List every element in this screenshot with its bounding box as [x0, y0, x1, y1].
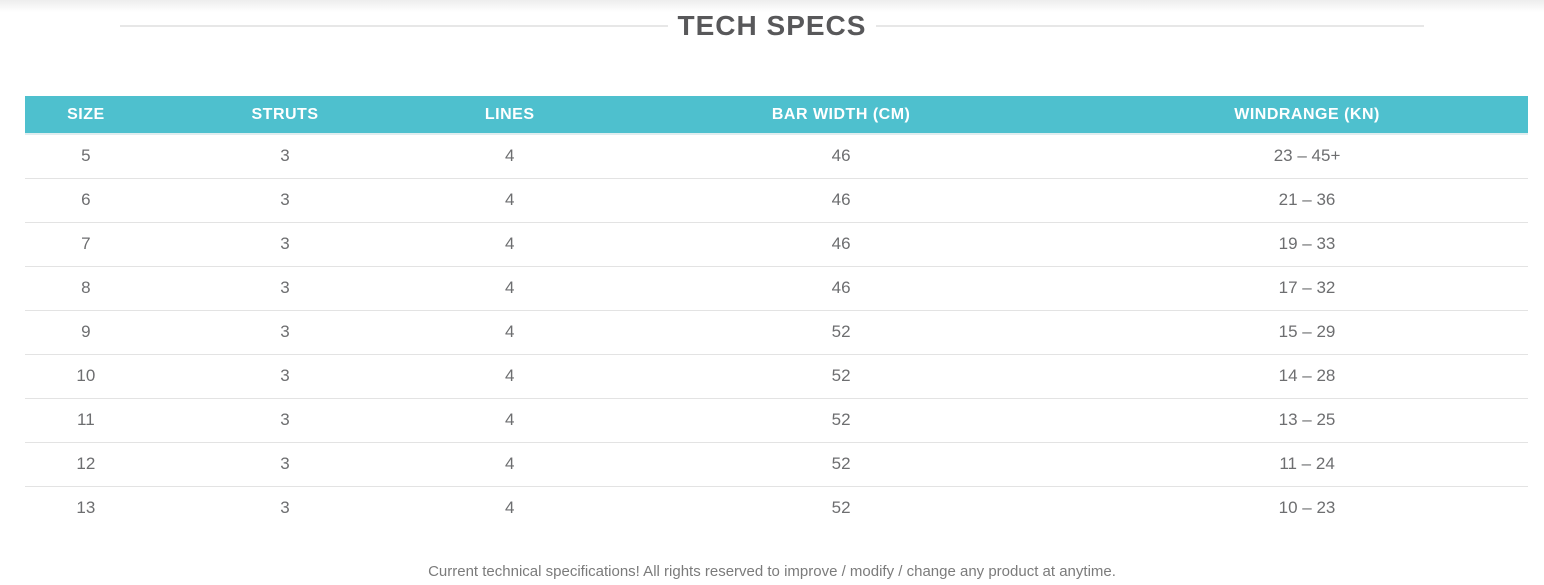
- table-row: 12 3 4 52 11 – 24: [25, 441, 1528, 486]
- table-cell: 9: [25, 309, 147, 354]
- table-row: 11 3 4 52 13 – 25: [25, 397, 1528, 442]
- table-row: 7 3 4 46 19 – 33: [25, 221, 1528, 266]
- table-cell: 46: [596, 221, 1087, 266]
- table-cell: 4: [423, 397, 597, 442]
- table-cell: 10 – 23: [1086, 485, 1528, 530]
- table-cell: 46: [831, 146, 851, 166]
- footer-disclaimer: Current technical specifications! All ri…: [428, 563, 1116, 580]
- column-header: LINES: [423, 96, 597, 135]
- table-cell: 52: [596, 441, 1087, 486]
- table-cell: 4: [423, 221, 597, 266]
- table-row: 13 3 4 52 10 – 23: [25, 485, 1528, 530]
- table-row: 6 3 4 46 21 – 36: [25, 177, 1528, 222]
- table-cell: 3: [146, 177, 424, 222]
- table-cell: 46: [596, 177, 1087, 222]
- table-cell: 23 – 45+: [1273, 146, 1341, 166]
- spec-table-header-row: SIZE STRUTS LINES BAR WIDTH (CM) WINDRANGE (…: [25, 96, 1528, 135]
- table-cell: 4: [423, 177, 597, 222]
- table-cell: 11 – 24: [1086, 441, 1528, 486]
- table-cell: 4: [423, 309, 597, 354]
- table-cell: 3: [146, 265, 424, 310]
- table-cell: 52: [596, 309, 1087, 354]
- table-cell: 13 – 25: [1086, 397, 1528, 442]
- column-header: BAR WIDTH (CM): [596, 96, 1087, 135]
- table-cell: 3: [280, 146, 290, 166]
- table-cell: 4: [423, 485, 597, 530]
- table-cell: 46: [596, 265, 1087, 310]
- table-cell: 4: [423, 353, 597, 398]
- table-cell: 6: [25, 177, 147, 222]
- table-cell: 4: [504, 146, 515, 166]
- section-header: TECH SPECS: [120, 0, 1424, 42]
- table-cell: 19 – 33: [1086, 221, 1528, 266]
- table-row: 9 3 4 52 15 – 29: [25, 309, 1528, 354]
- tech-specs-table: SIZE STRUTS LINES BAR WIDTH (CM) WINDRANGE (…: [25, 96, 1528, 530]
- table-row: 10 3 4 52 14 – 28: [25, 353, 1528, 398]
- table-cell: 10: [25, 353, 147, 398]
- table-cell: 3: [146, 397, 424, 442]
- table-cell: 21 – 36: [1086, 177, 1528, 222]
- title-rule-right: [876, 25, 1424, 27]
- table-cell: 3: [146, 221, 424, 266]
- table-cell: 7: [25, 221, 147, 266]
- table-cell: 13: [25, 485, 147, 530]
- spec-table-body: 5 3 4 46 23 – 45+ 6 3 4 46 21 – 36 7 3 4 46 19 – 33 8 3 4…: [25, 134, 1528, 530]
- table-cell: 12: [25, 441, 147, 486]
- table-cell: 5: [81, 146, 91, 166]
- table-cell: 14 – 28: [1086, 353, 1528, 398]
- spec-table-head: SIZE STRUTS LINES BAR WIDTH (CM) WINDRANGE (…: [25, 96, 1528, 135]
- table-row: 5 3 4 46 23 – 45+: [25, 134, 1528, 178]
- table-cell: 3: [146, 485, 424, 530]
- table-cell: 17 – 32: [1086, 265, 1528, 310]
- table-cell: 52: [596, 397, 1087, 442]
- table-cell: 4: [423, 441, 597, 486]
- page-title: TECH SPECS: [677, 10, 867, 41]
- table-cell: 11: [25, 397, 147, 442]
- table-row: 8 3 4 46 17 – 32: [25, 265, 1528, 310]
- title-rule-left: [120, 25, 668, 27]
- table-cell: 3: [146, 441, 424, 486]
- table-cell: 52: [596, 485, 1087, 530]
- column-header: SIZE: [25, 96, 147, 135]
- column-header: WINDRANGE (KN): [1086, 96, 1528, 135]
- table-cell: 3: [146, 353, 424, 398]
- table-cell: 52: [596, 353, 1087, 398]
- table-cell: 3: [146, 309, 424, 354]
- table-cell: 4: [423, 265, 597, 310]
- column-header: STRUTS: [146, 96, 424, 135]
- table-cell: 15 – 29: [1086, 309, 1528, 354]
- table-cell: 8: [25, 265, 147, 310]
